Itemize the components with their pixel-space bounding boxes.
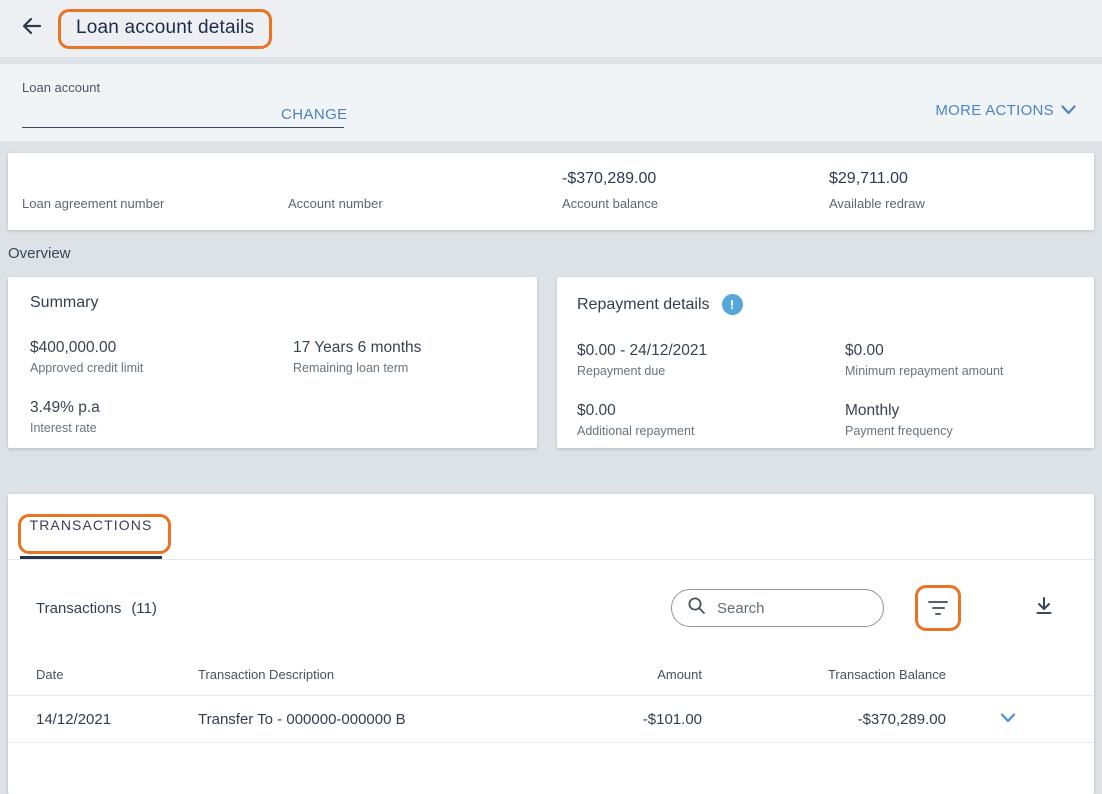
header-description: Transaction Description <box>198 667 335 682</box>
minimum-repayment-label: Minimum repayment amount <box>845 364 1004 378</box>
row-description: Transfer To - 000000-000000 B <box>198 710 406 728</box>
tab-annotation-highlight <box>18 514 171 554</box>
filter-annotation-highlight <box>915 585 961 631</box>
remaining-loan-term-label: Remaining loan term <box>293 361 409 375</box>
additional-repayment-value: $0.00 <box>577 402 616 419</box>
tab-bar: TRANSACTIONS <box>8 494 1094 560</box>
loan-account-panel: Loan account CHANGE MORE ACTIONS <box>0 64 1102 141</box>
interest-rate-value: 3.49% p.a <box>30 399 100 416</box>
change-account-button[interactable]: CHANGE <box>281 106 348 123</box>
transactions-card: TRANSACTIONS Transactions (11) <box>8 494 1094 794</box>
summary-card: Summary $400,000.00 Approved credit limi… <box>8 277 537 448</box>
summary-card-title: Summary <box>30 294 99 311</box>
remaining-loan-term-value: 17 Years 6 months <box>293 339 422 356</box>
more-actions-label: MORE ACTIONS <box>935 102 1054 119</box>
loan-account-label: Loan account <box>22 80 101 95</box>
additional-repayment-field: $0.00 Additional repayment <box>577 402 845 438</box>
interest-rate-label: Interest rate <box>30 421 97 435</box>
repayment-due-field: $0.00 - 24/12/2021 Repayment due <box>577 342 845 378</box>
account-balance-label: Account balance <box>562 196 659 211</box>
account-number-label: Account number <box>288 196 383 211</box>
loan-agreement-number-value <box>22 169 288 189</box>
account-number-value <box>288 169 562 189</box>
approved-credit-limit-label: Approved credit limit <box>30 361 144 375</box>
back-button[interactable] <box>14 11 50 47</box>
search-input[interactable] <box>717 599 867 617</box>
minimum-repayment-field: $0.00 Minimum repayment amount <box>845 342 1094 378</box>
transactions-count: (11) <box>131 599 157 617</box>
repayment-card-title: Repayment details <box>577 295 710 313</box>
row-date: 14/12/2021 <box>36 710 112 728</box>
page-title: Loan account details <box>76 16 255 38</box>
account-number-field: Account number <box>288 169 562 230</box>
row-amount: -$101.00 <box>642 710 702 728</box>
search-icon <box>687 596 706 620</box>
transactions-toolbar: Transactions (11) <box>8 580 1094 636</box>
interest-rate-field: 3.49% p.a Interest rate <box>30 399 293 435</box>
remaining-loan-term-field: 17 Years 6 months Remaining loan term <box>293 339 537 375</box>
top-header: Loan account details <box>0 0 1102 57</box>
payment-frequency-field: Monthly Payment frequency <box>845 402 1094 438</box>
overview-section-title: Overview <box>8 245 71 262</box>
header-amount: Amount <box>657 667 702 682</box>
loan-agreement-number-label: Loan agreement number <box>22 196 165 211</box>
account-info-bar: Loan agreement number Account number -$3… <box>8 153 1094 230</box>
arrow-left-icon <box>20 14 44 43</box>
filter-button[interactable] <box>922 592 954 624</box>
additional-repayment-label: Additional repayment <box>577 424 695 438</box>
available-redraw-value: $29,711.00 <box>829 170 908 187</box>
minimum-repayment-value: $0.00 <box>845 342 884 359</box>
more-actions-button[interactable]: MORE ACTIONS <box>935 102 1076 119</box>
table-row[interactable]: 14/12/2021 Transfer To - 000000-000000 B… <box>8 696 1094 743</box>
download-button[interactable] <box>1030 594 1058 622</box>
loan-agreement-number-field: Loan agreement number <box>22 169 288 230</box>
transactions-list-title: Transactions (11) <box>36 600 157 617</box>
transactions-table-header: Date Transaction Description Amount Tran… <box>8 654 1094 696</box>
header-date: Date <box>36 667 64 682</box>
filter-icon <box>928 601 948 603</box>
header-balance: Transaction Balance <box>827 667 946 682</box>
approved-credit-limit-field: $400,000.00 Approved credit limit <box>30 339 293 375</box>
payment-frequency-value: Monthly <box>845 402 900 419</box>
chevron-down-icon <box>1000 710 1016 728</box>
loan-account-select-field[interactable] <box>22 127 344 128</box>
account-balance-field: -$370,289.00 Account balance <box>562 169 829 230</box>
search-box[interactable] <box>671 589 884 627</box>
account-balance-value: -$370,289.00 <box>562 170 657 187</box>
approved-credit-limit-value: $400,000.00 <box>30 339 117 356</box>
tab-transactions[interactable]: TRANSACTIONS <box>20 494 162 559</box>
repayment-due-label: Repayment due <box>577 364 666 378</box>
available-redraw-field: $29,711.00 Available redraw <box>829 169 1094 230</box>
row-balance: -$370,289.00 <box>857 710 946 728</box>
transactions-list-title-text: Transactions <box>36 599 122 617</box>
available-redraw-label: Available redraw <box>829 196 925 211</box>
download-icon <box>1033 595 1055 622</box>
overview-cards-row: Summary $400,000.00 Approved credit limi… <box>8 277 1094 448</box>
repayment-due-value: $0.00 - 24/12/2021 <box>577 342 708 359</box>
row-expand-button[interactable] <box>946 710 1070 728</box>
info-alert-icon[interactable]: ! <box>721 294 743 315</box>
chevron-down-icon <box>1061 102 1076 119</box>
title-annotation-highlight: Loan account details <box>58 8 273 49</box>
payment-frequency-label: Payment frequency <box>845 424 953 438</box>
repayment-details-card: Repayment details ! $0.00 - 24/12/2021 R… <box>557 277 1094 448</box>
